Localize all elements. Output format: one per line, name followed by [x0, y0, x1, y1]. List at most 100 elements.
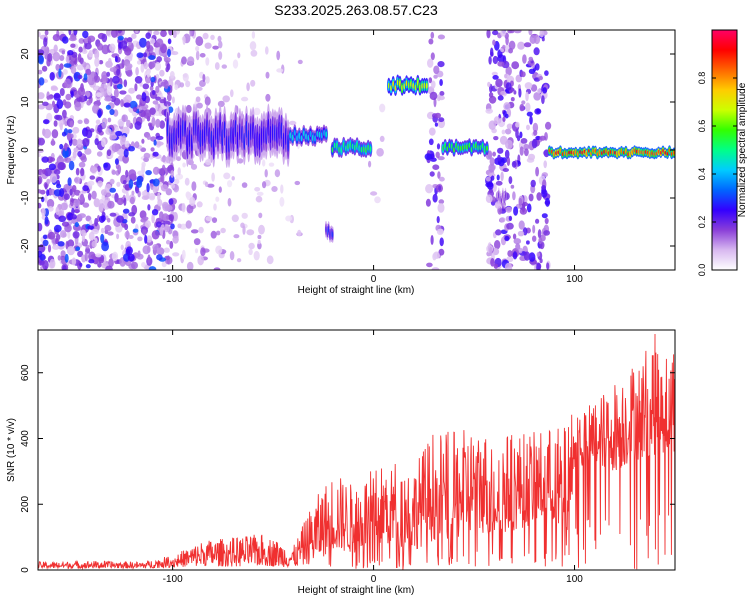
noise-blob [218, 40, 223, 49]
snr-frame [37, 329, 676, 571]
noise-blob [74, 222, 80, 228]
noise-blob [204, 42, 212, 49]
noise-blob [518, 220, 525, 230]
signal-core [320, 132, 323, 139]
signal-core [223, 121, 226, 139]
noise-blob [41, 156, 49, 163]
noise-blob [49, 258, 56, 269]
noise-blob [258, 212, 263, 219]
noise-blob [130, 216, 136, 224]
noise-blob [89, 175, 96, 180]
noise-blob [146, 69, 151, 78]
noise-blob [173, 178, 180, 185]
noise-blob [94, 49, 100, 60]
noise-blob [535, 218, 540, 224]
noise-blob [533, 47, 540, 56]
signal-core [416, 79, 419, 86]
noise-blob [215, 245, 223, 255]
noise-blob [85, 215, 92, 222]
signal-core [325, 131, 328, 138]
noise-blob [71, 214, 77, 220]
signal-core [502, 192, 504, 199]
noise-blob [189, 30, 193, 37]
noise-blob [42, 260, 49, 270]
noise-blob [137, 236, 143, 242]
noise-blob [376, 148, 384, 157]
noise-blob [526, 203, 532, 213]
noise-blob [74, 189, 81, 196]
noise-blob [171, 51, 179, 56]
noise-blob [490, 258, 495, 267]
signal-core [280, 122, 283, 140]
noise-blob [276, 50, 281, 61]
signal-core [450, 143, 453, 149]
noise-blob [236, 258, 242, 263]
noise-blob [100, 233, 105, 244]
signal-core [243, 132, 246, 150]
noise-blob [51, 138, 55, 146]
noise-blob [488, 163, 496, 173]
noise-blob [497, 147, 504, 154]
noise-blob [98, 202, 104, 213]
noise-blob [148, 122, 153, 127]
noise-blob [89, 165, 98, 174]
signal-core [505, 192, 506, 199]
noise-blob [149, 38, 156, 45]
noise-blob [134, 30, 139, 34]
noise-blob [257, 234, 262, 240]
noise-blob [78, 213, 86, 219]
noise-blob [73, 30, 78, 36]
noise-blob [105, 30, 111, 36]
noise-blob [87, 180, 95, 186]
noise-blob [437, 203, 445, 213]
signal-core [414, 84, 417, 91]
noise-blob [297, 229, 302, 237]
noise-blob [127, 253, 135, 262]
noise-blob [141, 161, 146, 168]
signal-core [470, 147, 473, 153]
noise-blob [125, 119, 131, 128]
signal-core [287, 134, 289, 152]
noise-blob [152, 178, 160, 187]
noise-blob [120, 40, 128, 49]
noise-blob [213, 267, 221, 270]
signal-core [412, 83, 415, 89]
noise-blob [167, 38, 172, 45]
noise-blob [53, 169, 61, 175]
noise-blob [85, 68, 92, 76]
signal-core [625, 149, 627, 154]
noise-blob [64, 253, 69, 263]
noise-blob [368, 160, 372, 168]
noise-blob [142, 216, 149, 221]
noise-blob [211, 172, 215, 182]
noise-blob [505, 82, 512, 91]
noise-blob [124, 184, 130, 191]
noise-blob [73, 199, 81, 207]
signal-core [252, 121, 255, 139]
noise-blob [84, 148, 92, 155]
noise-blob [124, 47, 132, 56]
noise-blob [82, 30, 89, 39]
noise-blob [515, 243, 521, 251]
noise-blob [428, 38, 434, 45]
noise-blob [80, 167, 85, 177]
noise-blob [46, 178, 51, 185]
noise-blob [285, 215, 292, 222]
noise-blob [439, 176, 445, 182]
noise-blob [46, 95, 54, 100]
noise-blob [134, 83, 138, 92]
noise-blob [279, 196, 285, 207]
noise-blob [58, 210, 63, 218]
noise-blob [78, 46, 83, 53]
noise-blob [164, 205, 173, 212]
noise-blob [513, 30, 522, 34]
noise-blob [142, 83, 150, 90]
noise-blob [497, 95, 504, 101]
noise-blob [120, 244, 124, 251]
noise-blob [195, 46, 200, 52]
noise-blob [169, 71, 175, 79]
noise-blob [150, 147, 155, 152]
signal-core [444, 143, 447, 149]
noise-blob [174, 84, 179, 91]
noise-blob [101, 122, 107, 129]
